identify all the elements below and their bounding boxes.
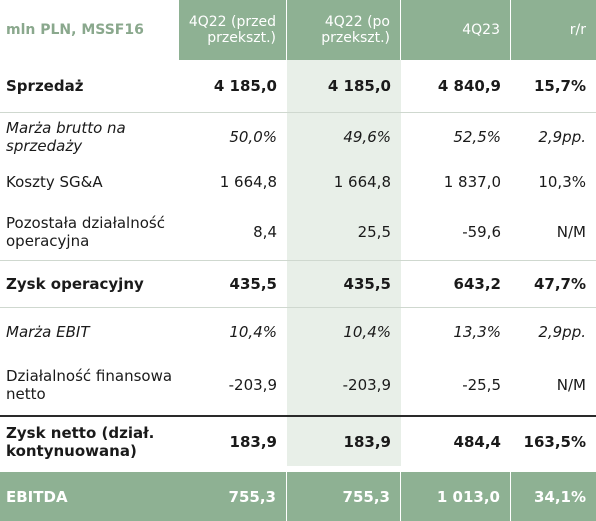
table-row-ebit-margin: Marża EBIT 10,4% 10,4% 13,3% 2,9pp. bbox=[0, 308, 596, 356]
row-label: Marża EBIT bbox=[6, 323, 90, 341]
column-header-4q22-after: 4Q22 (po przekszt.) bbox=[287, 0, 401, 60]
cell-value: 10,4% bbox=[343, 323, 391, 341]
cell-value: 49,6% bbox=[343, 127, 391, 146]
row-label: Zysk operacyjny bbox=[6, 275, 144, 293]
cell-value: 163,5% bbox=[523, 432, 586, 451]
column-header-4q23: 4Q23 bbox=[401, 0, 511, 60]
cell-value: 52,5% bbox=[453, 127, 501, 146]
table-header-row: mln PLN, MSSF16 4Q22 (przed przekszt.) 4… bbox=[0, 0, 596, 60]
cell-value: 25,5 bbox=[357, 222, 391, 241]
cell-value: -203,9 bbox=[342, 376, 391, 394]
cell-value: 10,3% bbox=[538, 173, 586, 191]
cell-value: 8,4 bbox=[253, 222, 277, 241]
cell-value: 50,0% bbox=[229, 127, 277, 146]
table-row-gross-margin: Marża brutto na sprzedaży 50,0% 49,6% 52… bbox=[0, 113, 596, 160]
row-divider bbox=[0, 307, 596, 308]
row-label: Marża brutto na sprzedaży bbox=[6, 118, 126, 155]
column-header-4q22-before: 4Q22 (przed przekszt.) bbox=[179, 0, 287, 60]
cell-value: 755,3 bbox=[287, 472, 401, 521]
cell-value: 10,4% bbox=[229, 323, 277, 341]
column-header-yoy: r/r bbox=[511, 0, 596, 60]
table-row-other-operating: Pozostała działalność operacyjna 8,4 25,… bbox=[0, 204, 596, 259]
row-label: Sprzedaż bbox=[6, 77, 84, 95]
footer-label: EBITDA bbox=[0, 472, 179, 521]
cell-value: N/M bbox=[556, 222, 586, 241]
cell-value: -203,9 bbox=[228, 376, 277, 394]
table-row-net-financial: Działalność finansowa netto -203,9 -203,… bbox=[0, 356, 596, 414]
cell-value: 4 185,0 bbox=[327, 77, 391, 95]
cell-value: 435,5 bbox=[229, 275, 277, 293]
table-row-sga-costs: Koszty SG&A 1 664,8 1 664,8 1 837,0 10,3… bbox=[0, 160, 596, 204]
table-row-sales: Sprzedaż 4 185,0 4 185,0 4 840,9 15,7% bbox=[0, 60, 596, 112]
row-label: Działalność finansowa netto bbox=[6, 367, 173, 403]
cell-value: 4 840,9 bbox=[437, 77, 501, 95]
cell-value: 2,9pp. bbox=[538, 323, 586, 341]
cell-value: N/M bbox=[556, 376, 586, 394]
cell-value: 183,9 bbox=[343, 432, 391, 451]
unit-label: mln PLN, MSSF16 bbox=[0, 0, 179, 60]
cell-value: 1 664,8 bbox=[333, 173, 391, 191]
cell-value: 15,7% bbox=[533, 77, 586, 95]
cell-value: 4 185,0 bbox=[213, 77, 277, 95]
column-header-4q22-after-text: 4Q22 (po przekszt.) bbox=[321, 14, 390, 46]
cell-value: 183,9 bbox=[229, 432, 277, 451]
column-header-4q22-before-text: 4Q22 (przed przekszt.) bbox=[188, 14, 276, 46]
row-label: Pozostała działalność operacyjna bbox=[6, 213, 165, 250]
row-divider-strong bbox=[0, 415, 596, 417]
row-label: Zysk netto (dział. kontynuowana) bbox=[6, 423, 155, 460]
cell-value: -25,5 bbox=[462, 376, 501, 394]
table-row-operating-profit: Zysk operacyjny 435,5 435,5 643,2 47,7% bbox=[0, 261, 596, 307]
cell-value: 484,4 bbox=[453, 432, 501, 451]
cell-value: 643,2 bbox=[453, 275, 501, 293]
cell-value: 47,7% bbox=[533, 275, 586, 293]
shaded-column-background bbox=[287, 60, 401, 466]
cell-value: 2,9pp. bbox=[538, 127, 586, 146]
cell-value: 1 664,8 bbox=[219, 173, 277, 191]
cell-value: -59,6 bbox=[462, 222, 501, 241]
table-footer-ebitda-row: EBITDA 755,3 755,3 1 013,0 34,1% bbox=[0, 472, 596, 521]
table-row-net-profit: Zysk netto (dział. kontynuowana) 183,9 1… bbox=[0, 417, 596, 466]
cell-value: 755,3 bbox=[179, 472, 287, 521]
cell-value: 435,5 bbox=[343, 275, 391, 293]
row-divider bbox=[0, 112, 596, 113]
cell-value: 1 837,0 bbox=[443, 173, 501, 191]
cell-value: 1 013,0 bbox=[401, 472, 511, 521]
cell-value: 34,1% bbox=[511, 472, 596, 521]
cell-value: 13,3% bbox=[453, 323, 501, 341]
row-label: Koszty SG&A bbox=[6, 173, 103, 191]
row-divider bbox=[0, 260, 596, 261]
